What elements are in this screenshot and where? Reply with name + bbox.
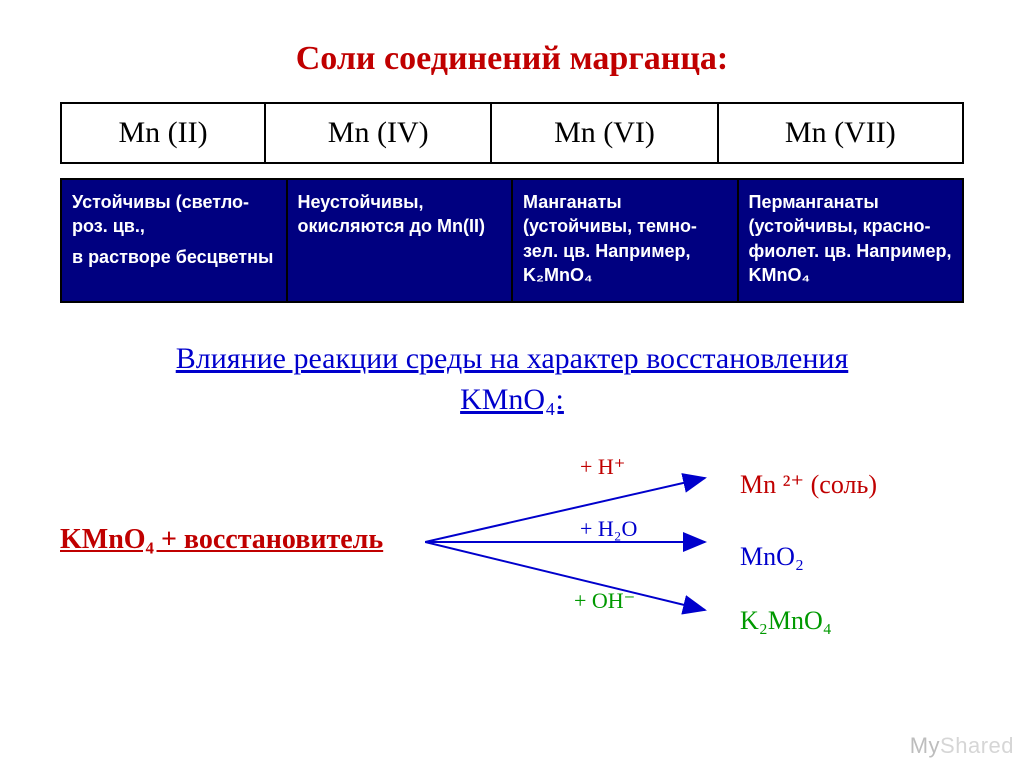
cell-text: Перманганаты (устойчивы, красно-фиолет. … <box>749 190 953 287</box>
cell-text: Манганаты (устойчивы, темно-зел. цв. Нап… <box>523 190 727 287</box>
product-neutral: MnO₂ <box>740 542 804 572</box>
arrow-base <box>425 542 705 610</box>
cell-mn7: Перманганаты (устойчивы, красно-фиолет. … <box>738 179 964 302</box>
watermark-right: Shared <box>940 733 1014 758</box>
oxidation-state-header-table: Mn (II) Mn (IV) Mn (VI) Mn (VII) <box>60 102 964 164</box>
annot-neutral: + H₂O <box>580 516 637 542</box>
page-title: Соли соединений марганца: <box>60 40 964 78</box>
cell-mn4: Неустойчивы, окисляются до Mn(II) <box>287 179 513 302</box>
table-row: Устойчивы (светло-роз. цв., в растворе б… <box>61 179 963 302</box>
col-mn2: Mn (II) <box>61 103 265 163</box>
col-mn7: Mn (VII) <box>718 103 963 163</box>
arrow-acid <box>425 478 705 542</box>
watermark-left: My <box>910 733 940 758</box>
product-base: K₂MnO₄ <box>740 606 832 636</box>
cell-text: Неустойчивы, окисляются до Mn(II) <box>298 190 502 239</box>
col-mn6: Mn (VI) <box>491 103 717 163</box>
cell-mn2: Устойчивы (светло-роз. цв., в растворе б… <box>61 179 287 302</box>
reagent-label: KMnO₄ + восстановитель <box>60 524 383 556</box>
product-acid: Mn ²⁺ (соль) <box>740 470 877 500</box>
annot-base: + OH⁻ <box>574 588 635 614</box>
section-subtitle: Влияние реакции среды на характер восста… <box>60 339 964 420</box>
subtitle-line1: Влияние реакции среды на характер восста… <box>176 342 849 375</box>
arrows-svg <box>425 454 725 644</box>
cell-mn6: Манганаты (устойчивы, темно-зел. цв. Нап… <box>512 179 738 302</box>
cell-text: Устойчивы (светло-роз. цв., <box>72 190 276 239</box>
table-header-row: Mn (II) Mn (IV) Mn (VI) Mn (VII) <box>61 103 963 163</box>
subtitle-line2: KMnO₄: <box>460 383 564 416</box>
reaction-diagram: KMnO₄ + восстановитель + H⁺ + H₂O + OH⁻ … <box>60 454 964 644</box>
annot-acid: + H⁺ <box>580 454 625 480</box>
properties-table: Устойчивы (светло-роз. цв., в растворе б… <box>60 178 964 303</box>
col-mn4: Mn (IV) <box>265 103 491 163</box>
cell-text: в растворе бесцветны <box>72 245 276 269</box>
watermark: MyShared <box>910 733 1014 759</box>
